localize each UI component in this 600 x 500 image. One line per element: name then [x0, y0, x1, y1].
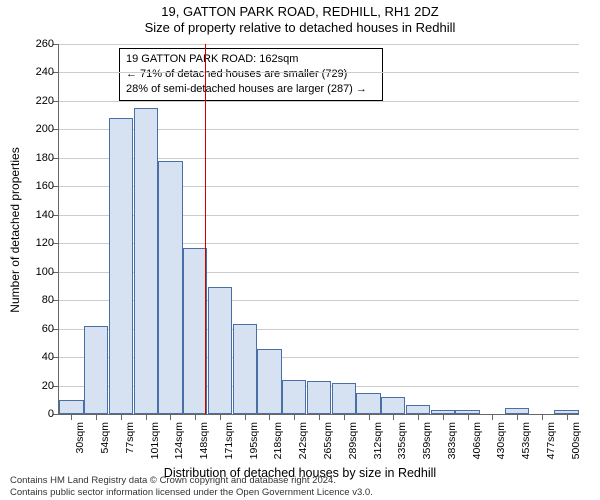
- y-tick-label: 160: [36, 180, 54, 192]
- chart-plot-area: 19 GATTON PARK ROAD: 162sqm ← 71% of det…: [58, 44, 579, 415]
- x-tick-label: 477sqm: [545, 422, 557, 459]
- footer-line-2: Contains public sector information licen…: [10, 487, 594, 498]
- x-tick-label: 406sqm: [471, 422, 483, 459]
- x-tick: [542, 414, 543, 420]
- histogram-bar: [158, 161, 182, 414]
- info-box: 19 GATTON PARK ROAD: 162sqm ← 71% of det…: [119, 48, 383, 101]
- x-tick: [220, 414, 221, 420]
- histogram-bar: [183, 248, 207, 415]
- x-tick: [146, 414, 147, 420]
- x-tick: [468, 414, 469, 420]
- x-tick: [96, 414, 97, 420]
- x-tick: [294, 414, 295, 420]
- x-tick-label: 265sqm: [322, 422, 334, 459]
- x-tick-label: 312sqm: [372, 422, 384, 459]
- y-axis-title: Number of detached properties: [8, 147, 22, 312]
- x-tick: [492, 414, 493, 420]
- x-tick: [319, 414, 320, 420]
- x-tick-label: 30sqm: [74, 422, 86, 454]
- info-line-2: ← 71% of detached houses are smaller (72…: [126, 67, 376, 82]
- y-tick-label: 220: [36, 95, 54, 107]
- x-tick-label: 242sqm: [297, 422, 309, 459]
- y-tick-label: 140: [36, 209, 54, 221]
- histogram-bar: [257, 349, 281, 414]
- footer: Contains HM Land Registry data © Crown c…: [0, 474, 600, 500]
- x-tick-label: 171sqm: [223, 422, 235, 459]
- chart-container: 19, GATTON PARK ROAD, REDHILL, RH1 2DZ S…: [0, 0, 600, 500]
- x-tick-label: 500sqm: [570, 422, 582, 459]
- page-subtitle: Size of property relative to detached ho…: [0, 19, 600, 37]
- y-tick-label: 240: [36, 66, 54, 78]
- x-tick-label: 430sqm: [495, 422, 507, 459]
- x-tick: [121, 414, 122, 420]
- x-tick: [344, 414, 345, 420]
- x-tick: [443, 414, 444, 420]
- histogram-bar: [208, 287, 232, 414]
- x-tick: [71, 414, 72, 420]
- footer-line-1: Contains HM Land Registry data © Crown c…: [10, 475, 594, 486]
- histogram-bar: [109, 118, 133, 414]
- y-tick-label: 200: [36, 123, 54, 135]
- x-tick-label: 77sqm: [124, 422, 136, 454]
- x-tick: [245, 414, 246, 420]
- x-tick-label: 54sqm: [99, 422, 111, 454]
- x-tick: [369, 414, 370, 420]
- x-tick: [170, 414, 171, 420]
- y-tick-label: 80: [42, 294, 54, 306]
- x-tick: [517, 414, 518, 420]
- x-tick-label: 359sqm: [421, 422, 433, 459]
- x-tick-label: 335sqm: [396, 422, 408, 459]
- grid-line: [59, 101, 579, 102]
- histogram-bar: [233, 324, 257, 414]
- x-tick-label: 148sqm: [198, 422, 210, 459]
- y-tick-label: 20: [42, 380, 54, 392]
- x-tick: [393, 414, 394, 420]
- x-tick: [195, 414, 196, 420]
- histogram-bar: [332, 383, 356, 414]
- histogram-bar: [307, 381, 331, 414]
- x-tick: [269, 414, 270, 420]
- info-line-3: 28% of semi-detached houses are larger (…: [126, 82, 376, 97]
- y-tick-label: 120: [36, 237, 54, 249]
- x-tick-label: 289sqm: [347, 422, 359, 459]
- y-tick-label: 40: [42, 351, 54, 363]
- x-tick-label: 101sqm: [149, 422, 161, 459]
- x-tick: [567, 414, 568, 420]
- y-tick-label: 260: [36, 38, 54, 50]
- histogram-bar: [282, 380, 306, 414]
- y-tick-label: 100: [36, 266, 54, 278]
- x-tick-label: 453sqm: [520, 422, 532, 459]
- reference-line: [205, 44, 206, 414]
- histogram-bar: [381, 397, 405, 414]
- info-line-1: 19 GATTON PARK ROAD: 162sqm: [126, 52, 376, 67]
- histogram-bar: [406, 405, 430, 414]
- histogram-bar: [134, 108, 158, 414]
- grid-line: [59, 72, 579, 73]
- x-tick-label: 383sqm: [446, 422, 458, 459]
- y-tick-label: 60: [42, 323, 54, 335]
- x-tick: [418, 414, 419, 420]
- x-tick-label: 195sqm: [248, 422, 260, 459]
- x-tick-label: 124sqm: [173, 422, 185, 459]
- histogram-bar: [84, 326, 108, 414]
- y-tick-label: 180: [36, 152, 54, 164]
- y-tick-label: 0: [48, 408, 54, 420]
- page-title: 19, GATTON PARK ROAD, REDHILL, RH1 2DZ: [0, 0, 600, 19]
- grid-line: [59, 44, 579, 45]
- x-tick-label: 218sqm: [272, 422, 284, 459]
- histogram-bar: [59, 400, 83, 414]
- histogram-bar: [356, 393, 380, 414]
